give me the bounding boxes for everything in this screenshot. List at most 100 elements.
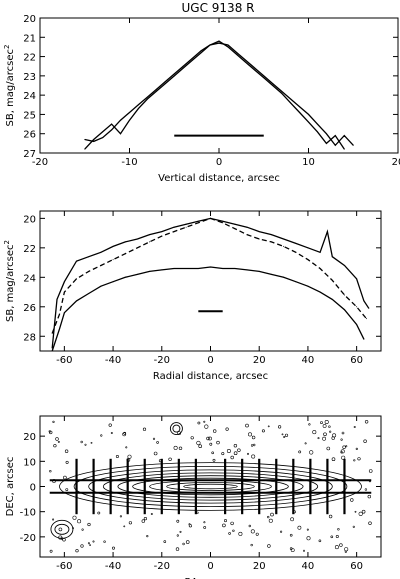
noise-speck bbox=[352, 525, 355, 528]
noise-speck bbox=[77, 519, 82, 524]
noise-speck bbox=[317, 437, 320, 440]
noise-speck bbox=[226, 448, 231, 453]
data-point bbox=[112, 259, 114, 261]
noise-speck bbox=[175, 547, 180, 551]
data-point bbox=[185, 223, 187, 225]
noise-speck bbox=[100, 434, 103, 437]
noise-speck bbox=[125, 446, 128, 449]
noise-speck bbox=[87, 522, 91, 527]
noise-speck bbox=[156, 441, 159, 444]
noise-speck bbox=[368, 521, 372, 525]
data-point bbox=[129, 119, 130, 121]
data-point bbox=[222, 220, 224, 222]
data-point bbox=[245, 59, 247, 61]
plot-frame bbox=[39, 210, 382, 352]
noise-speck bbox=[361, 509, 366, 514]
x-tick-label: 0 bbox=[207, 355, 213, 366]
noise-speck bbox=[261, 429, 265, 433]
noise-speck bbox=[318, 539, 322, 543]
data-point bbox=[368, 307, 370, 309]
noise-speck bbox=[178, 446, 183, 450]
noise-speck bbox=[228, 532, 231, 535]
data-point bbox=[146, 98, 148, 100]
noise-speck bbox=[58, 527, 63, 532]
data-point bbox=[290, 102, 292, 104]
noise-speck bbox=[127, 454, 132, 459]
noise-speck bbox=[65, 488, 69, 492]
data-point bbox=[88, 256, 90, 258]
axes: -20 -10 0 10 20 20 21 22 23 24 25 26 27 Vertical dist… bbox=[3, 14, 400, 184]
x-tick-label: -60 bbox=[56, 355, 72, 366]
data-point bbox=[161, 235, 163, 237]
y-tick-label: -20 bbox=[20, 533, 36, 544]
noise-speck bbox=[221, 452, 225, 456]
y-tick-label: 0 bbox=[30, 483, 36, 494]
y-tick-label: 20 bbox=[23, 14, 36, 25]
noise-speck bbox=[330, 535, 334, 539]
noise-speck bbox=[250, 444, 254, 447]
x-tick-label: 20 bbox=[253, 355, 266, 366]
noise-speck bbox=[368, 469, 373, 473]
noise-speck bbox=[250, 529, 255, 534]
noise-speck bbox=[89, 544, 92, 547]
data-point bbox=[93, 140, 95, 142]
data-point bbox=[246, 234, 248, 236]
noise-speck bbox=[112, 546, 116, 550]
noise-speck bbox=[267, 544, 271, 548]
data-point bbox=[124, 276, 126, 278]
noise-speck bbox=[203, 521, 206, 524]
x-tick-label: -10 bbox=[121, 157, 137, 168]
noise-speck bbox=[322, 424, 327, 428]
data-point bbox=[63, 291, 65, 293]
noise-speck bbox=[213, 429, 217, 433]
noise-speck bbox=[341, 455, 346, 460]
data-point bbox=[76, 260, 77, 262]
data-point bbox=[290, 98, 292, 100]
data-point bbox=[272, 83, 274, 85]
noise-speck bbox=[84, 443, 87, 446]
data-point bbox=[84, 148, 86, 150]
data-point bbox=[245, 61, 247, 63]
noise-speck bbox=[328, 425, 331, 428]
data-point bbox=[210, 217, 211, 219]
data-point bbox=[120, 119, 121, 121]
noise-speck bbox=[128, 521, 132, 525]
noise-speck bbox=[204, 424, 209, 429]
noise-speck bbox=[64, 449, 69, 453]
data-point bbox=[319, 251, 321, 253]
noise-speck bbox=[198, 444, 202, 449]
noise-speck bbox=[353, 459, 356, 462]
noise-speck bbox=[53, 444, 57, 448]
data-point bbox=[343, 135, 345, 137]
data-point bbox=[51, 332, 53, 334]
noise-speck bbox=[230, 521, 234, 526]
data-point bbox=[299, 112, 301, 113]
noise-speck bbox=[290, 517, 295, 522]
y-tick-label: 10 bbox=[23, 457, 36, 468]
data-point bbox=[218, 42, 220, 44]
y-tick-label: 24 bbox=[23, 91, 36, 102]
x-tick-label: -60 bbox=[56, 561, 72, 572]
noise-speck bbox=[267, 425, 270, 428]
noise-speck bbox=[324, 419, 329, 424]
y-tick-label: 22 bbox=[23, 244, 36, 255]
contour-level bbox=[88, 469, 333, 504]
noise-speck bbox=[141, 519, 146, 523]
data-point bbox=[352, 144, 354, 146]
series-1 bbox=[84, 40, 345, 150]
y-tick-label: 22 bbox=[23, 53, 36, 64]
noise-speck bbox=[233, 444, 238, 448]
noise-speck bbox=[87, 542, 90, 545]
noise-speck bbox=[270, 512, 274, 517]
noise-speck bbox=[344, 547, 349, 552]
x-tick-label: -20 bbox=[154, 355, 170, 366]
noise-speck bbox=[255, 532, 259, 536]
noise-speck bbox=[209, 442, 213, 446]
data-point bbox=[295, 251, 297, 253]
data-point bbox=[325, 133, 327, 135]
noise-speck bbox=[237, 448, 241, 452]
noise-speck bbox=[122, 432, 127, 437]
data-point bbox=[200, 50, 202, 52]
data-point bbox=[344, 294, 345, 296]
data-point bbox=[316, 131, 318, 133]
